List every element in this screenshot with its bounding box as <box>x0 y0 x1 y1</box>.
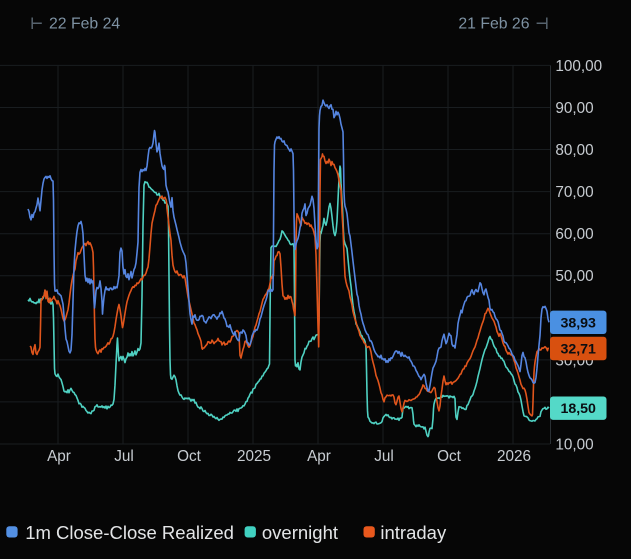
svg-text:2026: 2026 <box>497 448 531 465</box>
svg-text:38,93: 38,93 <box>560 315 596 331</box>
svg-text:overnight: overnight <box>262 522 338 543</box>
svg-text:2025: 2025 <box>237 448 271 465</box>
svg-text:100,00: 100,00 <box>555 58 602 75</box>
svg-text:32,71: 32,71 <box>560 342 596 358</box>
svg-text:Jul: Jul <box>374 448 394 465</box>
svg-text:50,00: 50,00 <box>555 268 593 285</box>
svg-text:Jul: Jul <box>114 448 134 465</box>
svg-text:intraday: intraday <box>380 522 447 543</box>
svg-text:Oct: Oct <box>437 448 462 465</box>
svg-text:90,00: 90,00 <box>555 100 593 117</box>
svg-text:80,00: 80,00 <box>555 142 593 159</box>
svg-text:Oct: Oct <box>177 448 202 465</box>
svg-text:60,00: 60,00 <box>555 226 593 243</box>
svg-text:18,50: 18,50 <box>560 401 596 417</box>
svg-text:Apr: Apr <box>307 448 331 465</box>
svg-text:21 Feb 26: 21 Feb 26 <box>458 16 529 33</box>
svg-text:22 Feb 24: 22 Feb 24 <box>49 16 120 33</box>
svg-text:70,00: 70,00 <box>555 184 593 201</box>
svg-text:1m Close-Close Realized: 1m Close-Close Realized <box>25 522 234 543</box>
svg-text:Apr: Apr <box>47 448 71 465</box>
svg-text:10,00: 10,00 <box>555 436 593 453</box>
